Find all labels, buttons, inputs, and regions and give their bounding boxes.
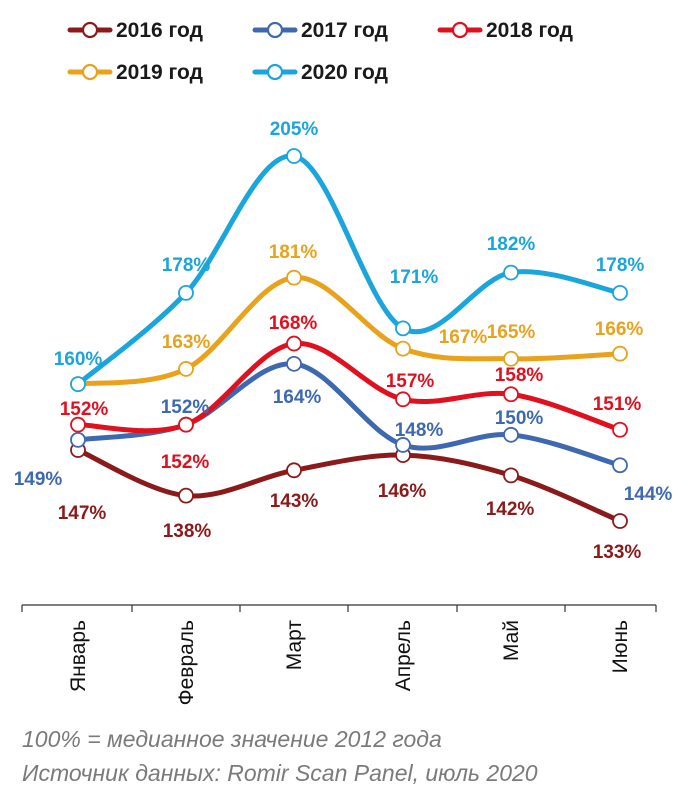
legend-label: 2018 год	[486, 19, 573, 42]
data-label: 157%	[386, 371, 435, 392]
data-label: 146%	[378, 481, 427, 502]
data-label: 148%	[395, 420, 444, 441]
series-line	[75, 153, 623, 387]
data-label: 143%	[270, 491, 319, 512]
x-tick-label: Февраль	[175, 620, 198, 705]
data-point	[178, 487, 194, 504]
data-point	[395, 391, 411, 408]
data-point	[178, 416, 194, 433]
data-label: 164%	[273, 387, 322, 408]
data-source-note: Источник данных: Romir Scan Panel, июль …	[22, 760, 538, 786]
legend-marker	[81, 63, 99, 81]
legend-label: 2019 год	[116, 61, 203, 84]
baseline-note: 100% = медианное значение 2012 года	[22, 726, 442, 752]
data-point	[612, 457, 628, 474]
legend-item: 2016 год	[67, 19, 203, 42]
data-label: 142%	[486, 499, 535, 520]
data-label: 182%	[487, 234, 536, 255]
legend-label: 2020 год	[301, 61, 388, 84]
data-point	[612, 421, 628, 438]
legend-label: 2017 год	[301, 19, 388, 42]
data-point	[286, 148, 302, 164]
data-point	[70, 431, 86, 448]
data-point	[612, 284, 628, 301]
data-label: 168%	[269, 313, 318, 334]
data-label: 167%	[439, 327, 488, 348]
data-label: 165%	[487, 322, 536, 343]
data-point	[395, 437, 411, 453]
x-axis: Январь Февраль Март Апрель Май Июнь	[21, 604, 657, 705]
data-point	[503, 386, 519, 403]
data-label: 152%	[161, 452, 210, 473]
legend: 2016 год 2017 год 2018 год 2019 год 2020 год	[67, 19, 573, 84]
data-point	[503, 467, 519, 484]
data-label: 147%	[58, 503, 107, 524]
data-point	[612, 513, 628, 529]
data-point	[612, 345, 628, 362]
data-point	[286, 462, 302, 479]
data-label: 160%	[54, 349, 103, 370]
x-tick-label: Май	[500, 620, 523, 661]
data-point	[286, 335, 302, 352]
data-label: 178%	[162, 255, 211, 276]
data-label: 151%	[593, 394, 642, 415]
legend-item: 2020 год	[252, 61, 388, 84]
x-tick-label: Апрель	[392, 620, 415, 691]
legend-marker	[81, 21, 99, 39]
legend-marker	[266, 63, 284, 81]
legend-marker	[266, 21, 284, 39]
data-point	[70, 376, 86, 393]
data-label: 178%	[596, 255, 645, 276]
legend-label: 2016 год	[116, 19, 203, 42]
data-point	[286, 355, 302, 372]
data-point	[178, 284, 194, 301]
series-2020-год	[70, 148, 628, 393]
data-label: 158%	[495, 365, 544, 386]
legend-item: 2019 год	[67, 61, 203, 84]
data-point	[503, 350, 519, 367]
data-point	[70, 416, 86, 433]
data-point	[503, 426, 519, 443]
data-labels: 147% 138% 143% 146% 142% 133% 149% 152% 164% 148%…	[14, 119, 673, 563]
data-label: 205%	[270, 119, 319, 140]
series-line	[75, 447, 623, 524]
data-label: 163%	[162, 332, 211, 353]
data-label: 149%	[14, 469, 63, 490]
data-point	[395, 320, 411, 337]
data-label: 152%	[60, 399, 109, 420]
data-point	[503, 264, 519, 281]
data-label: 152%	[161, 397, 210, 418]
series-lines	[70, 148, 628, 529]
data-label: 150%	[495, 408, 544, 429]
x-tick-label: Январь	[67, 620, 90, 692]
data-point	[178, 361, 194, 377]
data-label: 138%	[163, 521, 212, 542]
x-tick-label: Март	[283, 620, 306, 671]
x-tick-label: Июнь	[609, 620, 632, 673]
data-label: 181%	[269, 242, 318, 263]
series-2016-год	[70, 442, 628, 529]
series-2019-год	[70, 269, 628, 393]
data-point	[395, 340, 411, 357]
data-label: 171%	[390, 267, 439, 288]
data-label: 144%	[624, 484, 673, 505]
chart-canvas: 2016 год 2017 год 2018 год 2019 год 2020 год…	[14, 19, 673, 705]
series-2017-год	[70, 355, 628, 474]
data-point	[286, 269, 302, 286]
legend-item: 2018 год	[437, 19, 573, 42]
data-label: 166%	[595, 319, 644, 340]
data-label: 133%	[593, 542, 642, 563]
legend-item: 2017 год	[252, 19, 388, 42]
legend-marker	[451, 21, 469, 39]
series-2018-год	[70, 335, 628, 438]
